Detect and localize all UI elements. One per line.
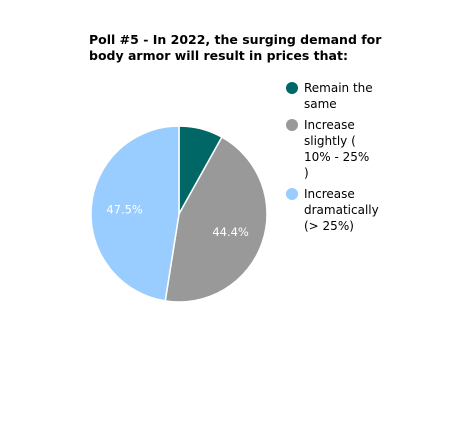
legend-label-line: Increase	[304, 187, 355, 201]
legend-label-line: (> 25%)	[304, 219, 354, 233]
legend-label-line: Increase	[304, 118, 355, 132]
chart-legend: Remain the same Increase slightly ( 10% - 25…	[286, 80, 396, 239]
legend-label-line: dramatically	[304, 203, 379, 217]
legend-item: Remain the same	[286, 80, 396, 112]
pie-slice-increase-slightly-10-25	[164, 136, 268, 303]
pie-data-label: 47.5%	[106, 203, 143, 217]
legend-label: Increase dramatically (> 25%)	[304, 186, 396, 234]
legend-label-line: Remain the	[304, 81, 373, 95]
legend-swatch	[286, 82, 298, 94]
legend-swatch	[286, 119, 298, 131]
legend-item: Increase slightly ( 10% - 25%)	[286, 117, 396, 181]
legend-label-line: )	[304, 166, 309, 180]
legend-item: Increase dramatically (> 25%)	[286, 186, 396, 234]
chart-title-line: Poll #5 - In 2022, the surging demand fo…	[89, 32, 382, 47]
pie-data-label: 44.4%	[212, 225, 249, 239]
chart-title-line: body armor will result in prices that:	[89, 48, 348, 63]
legend-label: Remain the same	[304, 80, 396, 112]
legend-label-line: slightly (	[304, 134, 356, 148]
legend-label-line: 10% - 25%	[304, 150, 370, 164]
pie-slice-increase-dramatically-25	[90, 125, 180, 302]
legend-label: Increase slightly ( 10% - 25%)	[304, 117, 396, 181]
legend-label-line: same	[304, 97, 337, 111]
legend-swatch	[286, 188, 298, 200]
chart-title: Poll #5 - In 2022, the surging demand fo…	[89, 32, 389, 64]
